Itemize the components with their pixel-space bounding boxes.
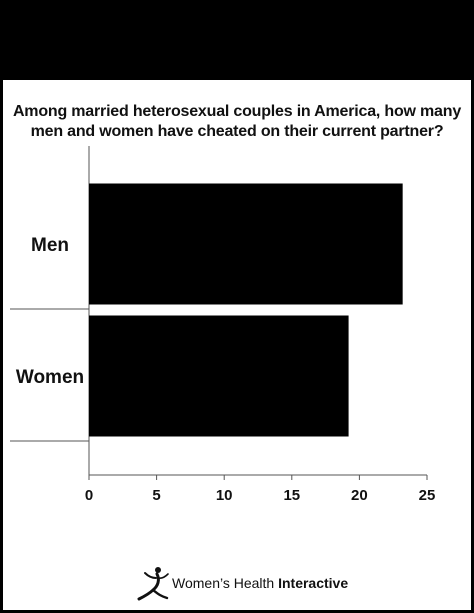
x-tick-label: 25 xyxy=(419,487,436,504)
chart-bars xyxy=(89,183,403,437)
x-tick-label: 15 xyxy=(283,487,300,504)
category-labels: Men Women xyxy=(16,235,84,388)
bar-women xyxy=(89,315,349,437)
x-tick-label: 5 xyxy=(152,487,160,504)
brand-name-regular: Women’s Health xyxy=(172,575,275,591)
brand-name-bold: Interactive xyxy=(278,575,349,591)
top-banner xyxy=(0,0,474,80)
x-tick-label: 20 xyxy=(351,487,368,504)
runner-figure-icon xyxy=(137,567,169,601)
category-label: Women xyxy=(16,367,84,388)
brand-name: Women’s Health Interactive xyxy=(172,575,348,591)
x-tick-label: 10 xyxy=(216,487,233,504)
footer: Women’s Health Interactive xyxy=(0,566,474,606)
x-tick-label: 0 xyxy=(85,487,93,504)
chart-title: Among married heterosexual couples in Am… xyxy=(12,103,462,140)
category-label: Men xyxy=(31,235,69,256)
bar-men xyxy=(89,183,403,305)
x-tick-labels: 0 5 10 15 20 25 xyxy=(85,487,436,504)
